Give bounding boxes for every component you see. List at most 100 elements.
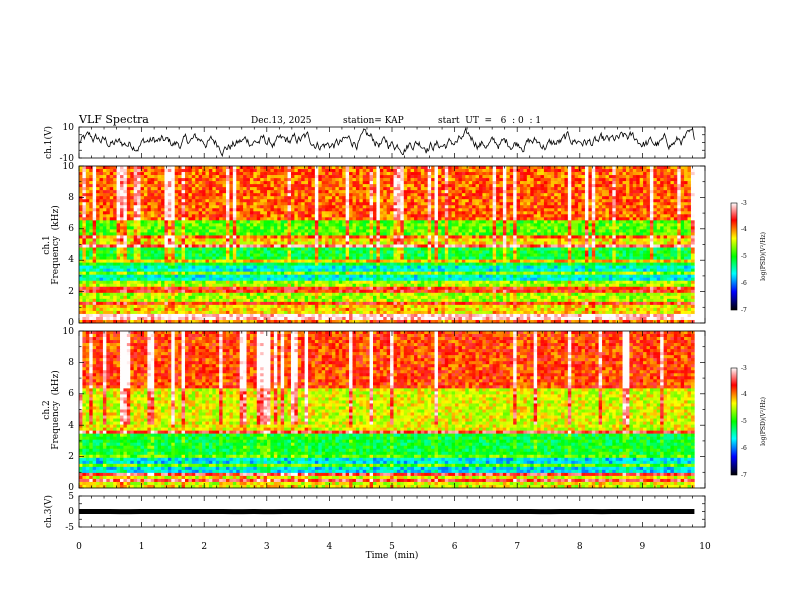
spectrogram-cell: [581, 202, 586, 206]
spectrogram-cell: [386, 238, 391, 242]
spectrogram-cell: [243, 244, 247, 248]
spectrogram-cell: [181, 190, 186, 194]
spectrogram-cell: [171, 247, 176, 251]
spectrogram-cell: [123, 241, 128, 245]
spectrogram-cell: [506, 226, 511, 230]
spectrogram-cell: [123, 202, 128, 206]
spectrogram-cell: [318, 169, 323, 173]
spectrogram-cell: [584, 211, 589, 215]
spectrogram-cell: [513, 199, 517, 203]
spectrogram-cell: [530, 181, 534, 185]
spectrogram-cell: [468, 178, 473, 182]
spectrogram-cell: [567, 199, 572, 203]
spectrogram-cell: [475, 241, 480, 245]
spectrogram-cell: [690, 232, 695, 236]
spectrogram-cell: [267, 238, 271, 242]
spectrogram-cell: [660, 232, 664, 236]
spectrogram-cell: [362, 169, 367, 173]
spectrogram-cell: [355, 184, 360, 188]
spectrogram-cell: [188, 223, 193, 227]
spectrogram-cell: [191, 193, 196, 197]
spectrogram-cell: [308, 199, 312, 203]
spectrogram-cell: [202, 238, 206, 242]
spectrogram-cell: [123, 190, 128, 194]
spectrogram-cell: [284, 205, 288, 209]
spectrogram-cell: [338, 214, 343, 218]
spectrogram-cell: [472, 205, 476, 209]
spectrogram-cell: [670, 238, 675, 242]
spectrogram-cell: [345, 172, 350, 176]
spectrogram-cell: [335, 196, 340, 200]
spectrogram-cell: [656, 193, 661, 197]
spectrogram-cell: [314, 247, 319, 251]
spectrogram-cell: [629, 211, 634, 215]
spectrogram-cell: [567, 235, 572, 239]
spectrogram-cell: [133, 166, 138, 170]
spectrogram-cell: [92, 169, 97, 173]
spectrogram-cell: [243, 223, 247, 227]
spectrogram-cell: [434, 247, 439, 251]
spectrogram-cell: [174, 196, 179, 200]
spectrogram-cell: [434, 238, 439, 242]
spectrogram-cell: [379, 229, 384, 233]
spectrogram-cell: [113, 214, 117, 218]
spectrogram-cell: [178, 238, 182, 242]
spectrogram-cell: [509, 220, 514, 224]
spectrogram-cell: [557, 226, 562, 230]
spectrogram-cell: [482, 223, 487, 227]
spectrogram-cell: [331, 175, 336, 179]
spectrogram-cell: [492, 199, 497, 203]
spectrogram-cell: [499, 241, 504, 245]
spectrogram-cell: [625, 187, 630, 191]
spectrogram-cell: [304, 220, 309, 224]
spectrogram-cell: [424, 220, 428, 224]
spectrogram-cell: [355, 178, 360, 182]
spectrogram-cell: [407, 226, 411, 230]
spectrogram-cell: [448, 211, 452, 215]
spectrogram-cell: [202, 226, 206, 230]
spectrogram-cell: [263, 181, 268, 185]
spectrogram-cell: [608, 193, 613, 197]
spectrogram-cell: [205, 217, 210, 221]
spectrogram-cell: [478, 166, 483, 170]
spectrogram-cell: [239, 178, 244, 182]
spectrogram-cell: [400, 241, 405, 245]
spectrogram-cell: [123, 178, 128, 182]
spectrogram-cell: [314, 211, 319, 215]
spectrogram-cell: [342, 208, 346, 212]
spectrogram-cell: [359, 181, 364, 185]
spectrogram-cell: [314, 172, 319, 176]
spectrogram-cell: [284, 220, 288, 224]
spectrogram-cell: [612, 199, 617, 203]
spectrogram-cell: [366, 199, 370, 203]
spectrogram-cell: [308, 229, 312, 233]
spectrogram-cell: [403, 232, 408, 236]
spectrogram-cell: [554, 241, 558, 245]
spectrogram-cell: [167, 175, 172, 179]
spectrogram-cell: [667, 217, 671, 221]
spectrogram-cell: [561, 196, 565, 200]
spectrogram-cell: [543, 214, 548, 218]
spectrogram-cell: [431, 190, 435, 194]
spectrogram-cell: [355, 238, 360, 242]
spectrogram-cell: [506, 169, 511, 173]
spectrogram-cell: [574, 175, 579, 179]
spectrogram-cell: [205, 244, 210, 248]
spectrogram-cell: [263, 190, 268, 194]
spectrogram-cell: [345, 229, 350, 233]
spectrogram-cell: [588, 205, 593, 209]
spectrogram-cell: [171, 208, 176, 212]
spectrogram-cell: [308, 205, 312, 209]
spectrogram-cell: [137, 205, 141, 209]
spectrogram-cell: [619, 238, 623, 242]
spectrogram-cell: [116, 205, 121, 209]
spectrogram-cell: [656, 202, 661, 206]
spectrogram-cell: [417, 181, 422, 185]
spectrogram-cell: [526, 181, 531, 185]
spectrogram-cell: [202, 247, 206, 251]
spectrogram-cell: [458, 187, 463, 191]
spectrogram-cell: [318, 244, 323, 248]
spectrogram-cell: [475, 217, 480, 221]
spectrogram-cell: [680, 181, 685, 185]
spectrogram-cell: [485, 169, 490, 173]
